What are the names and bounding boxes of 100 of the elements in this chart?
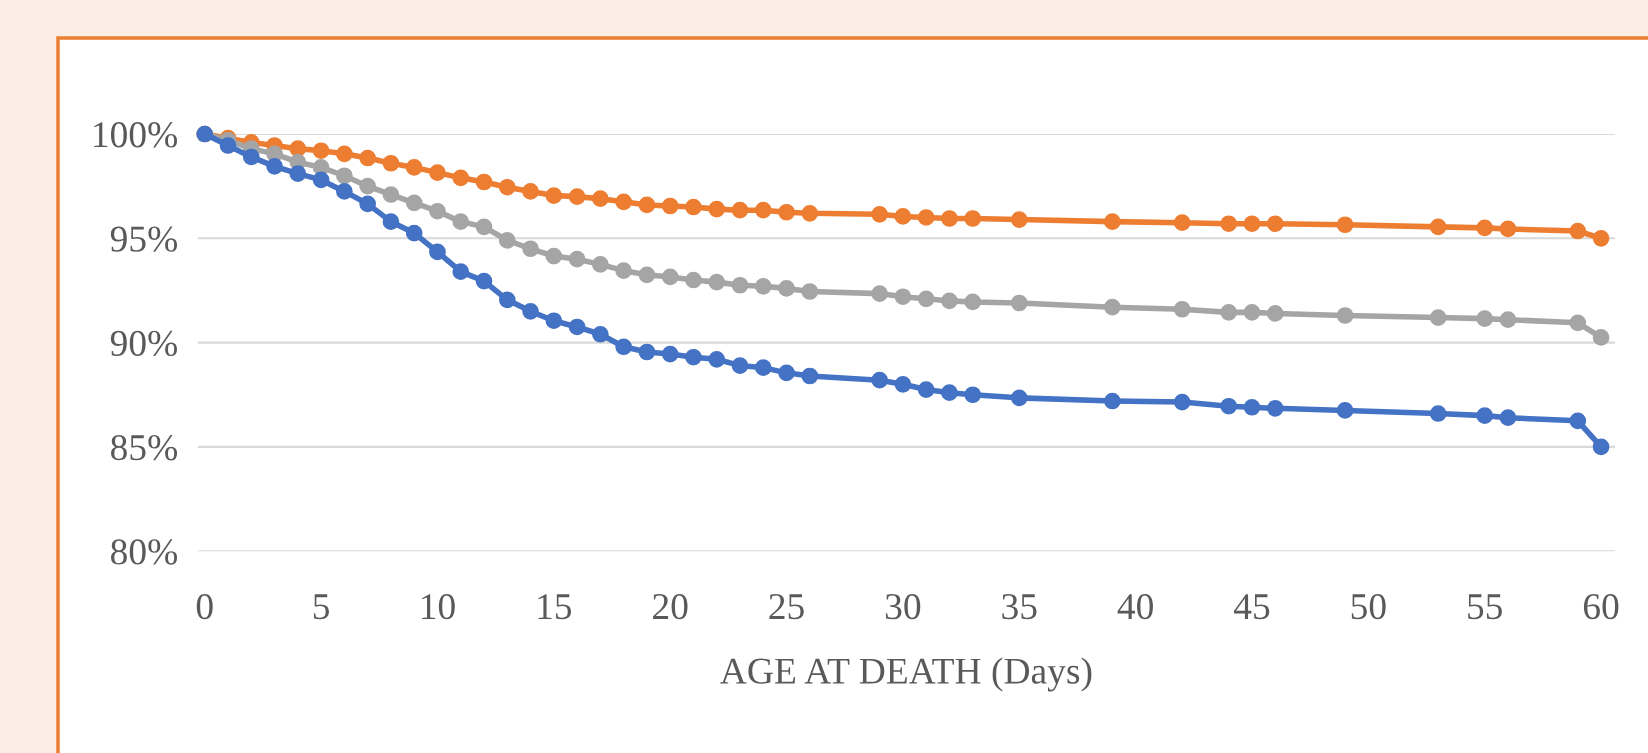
point [1104, 213, 1121, 230]
point [1220, 215, 1238, 233]
x-tick-label: 15 [538, 594, 572, 620]
x-tick-label: 30 [885, 593, 921, 620]
point [242, 148, 260, 166]
point [568, 188, 586, 205]
point [941, 292, 958, 310]
point [964, 293, 982, 311]
point [1592, 329, 1610, 346]
point [1173, 393, 1191, 411]
point [964, 386, 982, 404]
x-tick-label: 10 [422, 593, 455, 620]
point [1336, 402, 1354, 419]
point [1266, 305, 1284, 322]
point [917, 209, 935, 226]
point [1476, 407, 1494, 424]
point [475, 272, 493, 290]
point [1220, 397, 1238, 415]
point [405, 194, 423, 212]
y-tick-label: 90% [110, 330, 178, 357]
point [475, 218, 493, 236]
x-tick-label: 25 [769, 594, 804, 620]
point [1476, 219, 1494, 237]
point [429, 202, 446, 220]
point [336, 167, 353, 185]
point [661, 197, 679, 215]
x-axis-title: AGE AT DEATH (Days) [720, 657, 1092, 692]
point [871, 206, 888, 223]
point [405, 159, 423, 176]
x-tick-label: 0 [196, 593, 213, 620]
point [452, 213, 470, 230]
point [1569, 412, 1587, 430]
point [452, 263, 470, 281]
point [615, 193, 632, 211]
point [708, 273, 726, 291]
point [498, 232, 516, 249]
point [545, 187, 563, 204]
point [615, 262, 632, 279]
point [801, 283, 819, 300]
point [917, 381, 935, 398]
point [941, 384, 958, 402]
point [685, 271, 702, 289]
point [452, 169, 470, 187]
point [964, 210, 982, 227]
point [1592, 438, 1610, 456]
point [359, 195, 376, 213]
point [1499, 220, 1517, 238]
y-tick-label: 100% [94, 122, 178, 148]
point [522, 240, 539, 258]
point [336, 183, 353, 200]
point [1569, 314, 1587, 332]
x-tick-label: 20 [653, 593, 688, 620]
point [1104, 392, 1121, 410]
x-tick-label: 5 [313, 594, 330, 620]
point [359, 149, 376, 167]
point [778, 203, 795, 221]
point [429, 243, 446, 261]
point [1220, 304, 1238, 321]
point [289, 165, 307, 182]
point [661, 345, 679, 363]
x-tick-label: 45 [1233, 594, 1270, 620]
point [592, 325, 609, 343]
point [1266, 215, 1284, 233]
point [498, 178, 516, 196]
point [1499, 311, 1517, 329]
point [661, 268, 679, 286]
point [545, 247, 563, 265]
point [475, 173, 493, 191]
point [708, 200, 726, 218]
point [615, 338, 632, 356]
x-tick-label: 40 [1117, 593, 1153, 620]
point [941, 210, 958, 227]
point [778, 280, 795, 297]
point [1243, 304, 1261, 321]
point [568, 250, 586, 268]
point [871, 285, 888, 302]
point [382, 154, 400, 172]
point [1429, 405, 1447, 422]
point [894, 288, 912, 306]
point [1429, 218, 1447, 236]
point [382, 186, 400, 203]
point [638, 196, 656, 214]
point [336, 145, 353, 163]
point [1010, 211, 1028, 228]
point [405, 224, 423, 242]
point [685, 198, 702, 216]
point [382, 213, 400, 230]
point [1173, 214, 1191, 232]
point [731, 357, 749, 374]
point [1569, 222, 1587, 240]
point [1173, 300, 1191, 318]
point [592, 190, 609, 208]
point [708, 350, 726, 368]
point [754, 201, 772, 219]
point [1499, 409, 1517, 427]
point [429, 164, 446, 181]
point [1266, 399, 1284, 417]
point [1243, 215, 1261, 233]
point [1429, 309, 1447, 326]
point [522, 302, 539, 320]
